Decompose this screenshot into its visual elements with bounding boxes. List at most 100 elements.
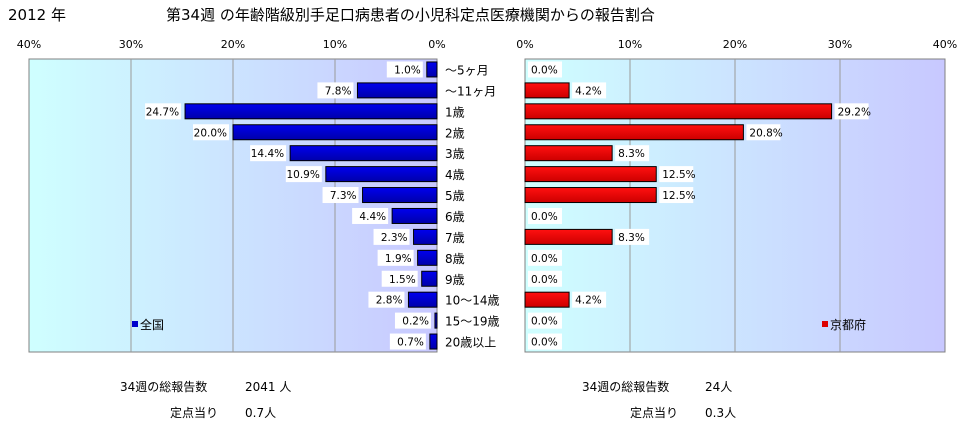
national-total-label: 34週の総報告数	[120, 380, 208, 394]
category-label: ～11ヶ月	[445, 84, 496, 98]
category-label: 20歳以上	[445, 336, 496, 350]
category-label: 4歳	[445, 168, 465, 182]
kyoto-data-label-bg	[659, 166, 694, 183]
category-label: 8歳	[445, 252, 465, 266]
national-total-value: 2041 人	[245, 380, 292, 394]
kyoto-data-label-bg	[528, 61, 562, 78]
national-bar	[417, 249, 438, 266]
kyoto-bar	[524, 228, 613, 245]
national-bar	[325, 166, 438, 183]
kyoto-bar	[524, 187, 657, 204]
national-bar	[289, 145, 438, 162]
national-data-label-bg	[368, 291, 405, 308]
national-data-label: 7.8%	[325, 85, 352, 97]
kyoto-total-label: 34週の総報告数	[582, 380, 670, 394]
kyoto-data-label: 0.0%	[531, 316, 558, 328]
national-data-label-bg	[394, 312, 431, 329]
national-data-label: 4.4%	[359, 211, 386, 223]
kyoto-data-label-bg	[528, 207, 562, 224]
national-data-label-bg	[386, 61, 423, 78]
category-label: ～5ヶ月	[445, 63, 489, 77]
kyoto-data-label-bg	[528, 249, 562, 266]
kyoto-data-label: 0.0%	[531, 211, 558, 223]
kyoto-tick-label: 20%	[723, 38, 747, 51]
kyoto-data-label: 8.3%	[618, 232, 645, 244]
kyoto-data-label-bg	[615, 145, 650, 162]
national-data-label: 1.5%	[389, 274, 416, 286]
national-data-label: 7.3%	[330, 190, 357, 202]
kyoto-data-label: 0.0%	[531, 253, 558, 265]
national-bar	[391, 207, 438, 224]
category-label: 5歳	[445, 189, 465, 203]
national-data-label-bg	[193, 124, 229, 141]
national-data-label: 10.9%	[286, 169, 319, 181]
kyoto-per-value: 0.3人	[705, 406, 737, 420]
category-label: 10～14歳	[445, 294, 500, 308]
category-label: 2歳	[445, 126, 465, 140]
kyoto-data-label: 12.5%	[662, 190, 695, 202]
kyoto-data-label: 0.0%	[531, 337, 558, 349]
kyoto-data-label-bg	[659, 187, 694, 204]
national-bar	[232, 124, 438, 141]
kyoto-data-label-bg	[615, 228, 650, 245]
kyoto-data-label: 29.2%	[838, 106, 871, 118]
national-per-label: 定点当り	[170, 406, 219, 420]
national-data-label: 1.9%	[385, 253, 412, 265]
national-tick-label: 40%	[17, 38, 41, 51]
kyoto-tick-label: 10%	[618, 38, 642, 51]
kyoto-bar	[524, 166, 657, 183]
national-data-label: 2.3%	[381, 232, 408, 244]
national-bar	[407, 291, 438, 308]
category-label: 15～19歳	[445, 315, 500, 329]
kyoto-data-label-bg	[528, 333, 562, 350]
kyoto-data-label-bg	[834, 103, 869, 120]
national-data-label-bg	[389, 333, 426, 350]
kyoto-tick-label: 30%	[828, 38, 852, 51]
national-tick-label: 10%	[323, 38, 347, 51]
national-data-label-bg	[352, 207, 389, 224]
national-bar	[356, 82, 438, 99]
national-data-label-bg	[381, 270, 418, 287]
national-data-label-bg	[317, 82, 354, 99]
kyoto-tick-label: 40%	[933, 38, 957, 51]
national-data-label: 0.2%	[402, 316, 429, 328]
chart-title: 第34週 の年齢階級別手足口病患者の小児科定点医療機関からの報告割合	[166, 6, 655, 24]
national-data-label: 2.8%	[376, 295, 403, 307]
category-label: 3歳	[445, 147, 465, 161]
national-data-label-bg	[373, 228, 410, 245]
national-data-label-bg	[377, 249, 414, 266]
national-tick-label: 30%	[119, 38, 143, 51]
kyoto-tick-label: 0%	[516, 38, 533, 51]
kyoto-legend-label: 京都府	[830, 317, 866, 332]
national-data-label: 1.0%	[394, 64, 421, 76]
kyoto-data-label-bg	[572, 82, 607, 99]
kyoto-data-label: 8.3%	[618, 148, 645, 160]
kyoto-data-label-bg	[746, 124, 781, 141]
kyoto-data-label-bg	[528, 270, 562, 287]
national-data-label: 20.0%	[194, 127, 227, 139]
kyoto-data-label: 4.2%	[575, 85, 602, 97]
kyoto-data-label: 20.8%	[749, 127, 782, 139]
national-bar	[362, 187, 438, 204]
category-label: 9歳	[445, 273, 465, 287]
kyoto-data-label-bg	[528, 312, 562, 329]
kyoto-bar	[524, 291, 570, 308]
national-data-label: 14.4%	[251, 148, 284, 160]
kyoto-data-label: 0.0%	[531, 64, 558, 76]
kyoto-bar	[524, 82, 570, 99]
category-label: 7歳	[445, 231, 465, 245]
national-bar	[413, 228, 438, 245]
national-tick-label: 0%	[428, 38, 445, 51]
national-data-label: 0.7%	[397, 337, 424, 349]
kyoto-total-value: 24人	[705, 380, 733, 394]
kyoto-bar	[524, 145, 613, 162]
category-label: 6歳	[445, 210, 465, 224]
kyoto-legend-swatch	[822, 321, 828, 327]
kyoto-data-label: 0.0%	[531, 274, 558, 286]
national-data-label-bg	[285, 166, 322, 183]
kyoto-data-label: 12.5%	[662, 169, 695, 181]
kyoto-data-label-bg	[572, 291, 607, 308]
national-per-value: 0.7人	[245, 406, 277, 420]
year-label: 2012 年	[8, 6, 66, 24]
